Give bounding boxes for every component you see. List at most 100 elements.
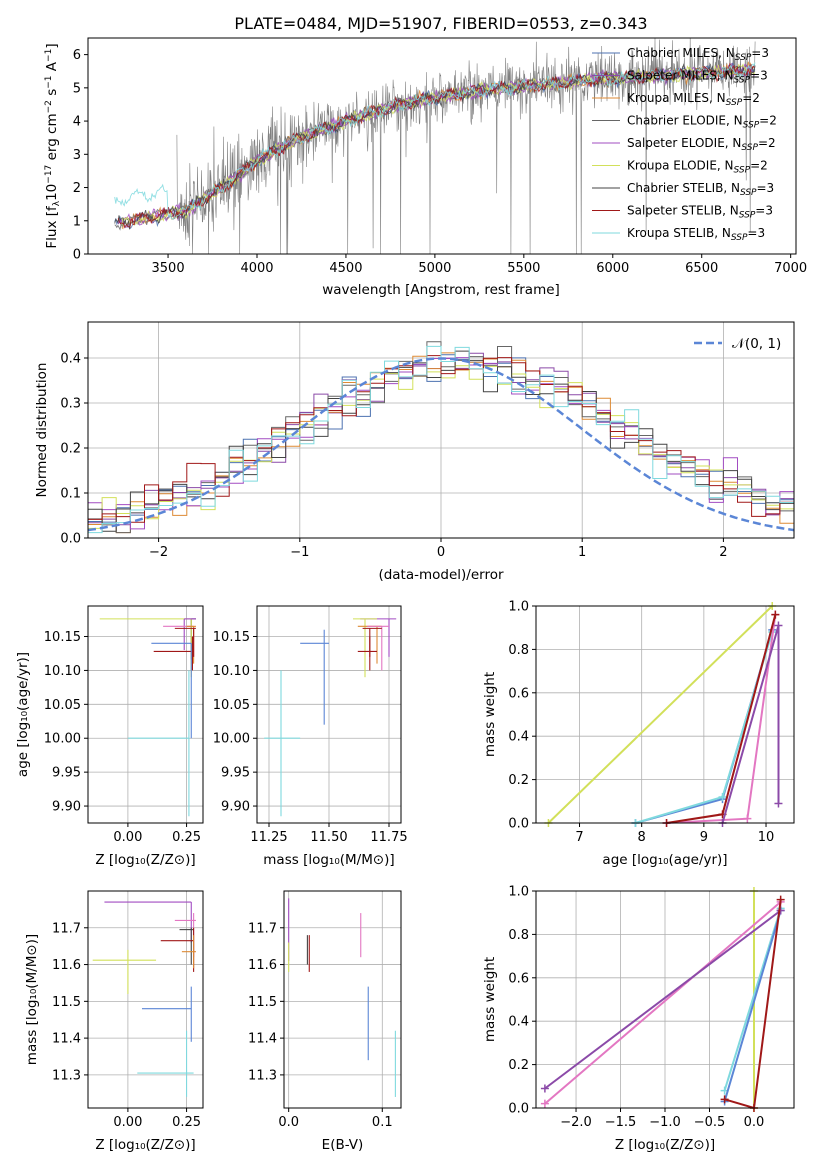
age-vs-Z-panel: 0.00 0.25 9.90 9.95 10.00 10.05 10.10 10.15 Z [l… — [15, 605, 204, 868]
legend-subscript: SSP — [739, 211, 756, 221]
x-tick-label: −1.0 — [649, 1115, 681, 1130]
y-tick-label: 9.95 — [52, 766, 81, 781]
mass-weight-marker — [771, 610, 780, 619]
mass-weight-line — [547, 605, 773, 824]
axes-frame — [87, 605, 204, 824]
legend-text: =3 — [751, 46, 769, 60]
x-tick-label: 2 — [719, 545, 727, 560]
legend-label: Chabrier MILES, NSSP=3 — [627, 46, 769, 63]
mass-weight-marker — [540, 1084, 549, 1093]
y-tick-label: 1.0 — [508, 600, 529, 615]
legend-text: Chabrier MILES, N — [627, 46, 735, 60]
mass-weight-marker — [774, 621, 783, 630]
x-tick-label: 5500 — [507, 261, 540, 276]
y-tick-label: 11.3 — [248, 1068, 277, 1083]
legend-label: 𝒩(0, 1) — [732, 336, 781, 352]
axes-frame — [87, 37, 797, 255]
legend-text: =3 — [755, 204, 773, 218]
x-tick-label: 10 — [758, 830, 775, 845]
y-tick-label: 1.0 — [508, 885, 529, 900]
legend-subscript: SSP — [734, 76, 751, 86]
y-label-part: ] — [44, 43, 60, 48]
y-axis-label: mass weight — [482, 672, 498, 757]
legend-subscript: SSP — [734, 166, 751, 176]
x-tick-label: 6000 — [596, 261, 629, 276]
x-tick-label: 4500 — [329, 261, 362, 276]
x-axis-label: wavelength [Angstrom, rest frame] — [322, 282, 560, 298]
legend-label: Salpeter MILES, NSSP=3 — [627, 69, 768, 86]
legend-label: Kroupa MILES, NSSP=2 — [627, 91, 760, 108]
axes-frame — [87, 321, 795, 539]
legend-label: Salpeter STELIB, NSSP=3 — [627, 204, 773, 221]
legend-subscript: SSP — [740, 188, 757, 198]
y-axis-label: age [log₁₀(age/yr)] — [15, 652, 31, 777]
x-tick-label: −1 — [290, 545, 309, 560]
y-tick-label: 0.2 — [60, 442, 81, 457]
y-tick-label: 10.00 — [213, 732, 250, 747]
axes-frame — [535, 605, 795, 824]
weight-vs-age-panel: 7 8 9 10 0.0 0.2 0.4 0.6 0.8 1.0 age [log₁₀(age/yr… — [482, 600, 795, 868]
legend-text: Kroupa ELODIE, N — [627, 159, 734, 173]
legend-subscript: SSP — [741, 143, 758, 153]
y-tick-label: 11.4 — [248, 1032, 277, 1047]
y-tick-label: 0.2 — [508, 1058, 529, 1073]
x-tick-label: 0.0 — [278, 1115, 299, 1130]
legend-text: =2 — [742, 91, 760, 105]
mass-weight-marker — [743, 814, 752, 823]
y-tick-label: 11.7 — [248, 921, 277, 936]
x-tick-label: 0.1 — [372, 1115, 393, 1130]
x-tick-label: 0.25 — [172, 830, 201, 845]
y-label-part: −2 — [44, 100, 54, 113]
x-axis-label: mass [log₁₀(M/M⊙)] — [263, 852, 394, 868]
mass-weight-line — [544, 901, 782, 1105]
axes-frame — [535, 890, 795, 1109]
y-tick-label: 0.4 — [508, 730, 529, 745]
legend-label: Chabrier ELODIE, NSSP=2 — [627, 114, 777, 131]
x-axis-label: (data-model)/error — [378, 567, 504, 583]
mass-weight-marker — [776, 895, 785, 904]
legend-text: =2 — [750, 159, 768, 173]
x-tick-label: 0.25 — [172, 1115, 201, 1130]
y-tick-label: 10.05 — [44, 698, 81, 713]
y-axis-label: mass [log₁₀(M/M⊙)] — [24, 934, 40, 1065]
legend-text: Salpeter MILES, N — [627, 69, 734, 83]
mass-weight-line — [723, 910, 782, 1102]
panels: 3500 4000 4500 5000 5500 6000 6500 7000 0 1 2 3 4 5 6 C… — [15, 37, 807, 1153]
y-axis-label: mass weight — [482, 957, 498, 1042]
y-tick-label: 9.90 — [52, 800, 81, 815]
y-tick-label: 11.6 — [248, 958, 277, 973]
x-tick-label: 0.00 — [113, 1115, 142, 1130]
x-axis-label: Z [log₁₀(Z/Z⊙)] — [95, 852, 195, 868]
residuals-panel: −2 −1 0 1 2 0.0 0.1 0.2 0.3 0.4 𝒩(0, 1) (data-model… — [34, 321, 795, 583]
legend-label: Kroupa STELIB, NSSP=3 — [627, 226, 765, 243]
x-tick-label: 11.50 — [310, 830, 347, 845]
legend-label: Chabrier STELIB, NSSP=3 — [627, 181, 774, 198]
y-label-part: λ — [52, 200, 62, 206]
legend-text: Chabrier ELODIE, N — [627, 114, 743, 128]
y-axis-label: Flux [fλ10−17 erg cm−2 s−1 A−1] — [44, 43, 62, 248]
legend-text: Salpeter STELIB, N — [627, 204, 739, 218]
y-tick-label: 3 — [73, 148, 81, 163]
mass-weight-marker — [720, 1095, 729, 1104]
mass-vs-EBV-panel: 0.0 0.1 11.3 11.4 11.5 11.6 11.7 E(B-V) — [248, 890, 402, 1153]
x-tick-label: 5000 — [418, 261, 451, 276]
y-tick-label: 11.6 — [52, 958, 81, 973]
y-tick-label: 0.4 — [508, 1015, 529, 1030]
x-axis-label: Z [log₁₀(Z/Z⊙)] — [615, 1137, 715, 1153]
legend-subscript: SSP — [731, 233, 748, 243]
y-tick-label: 10.15 — [44, 630, 81, 645]
legend-text: Chabrier STELIB, N — [627, 181, 740, 195]
y-label-part: Flux [f — [44, 205, 60, 249]
x-tick-label: 8 — [638, 830, 646, 845]
y-tick-label: 11.7 — [52, 921, 81, 936]
y-tick-label: 10.15 — [213, 630, 250, 645]
x-tick-label: −1.5 — [605, 1115, 637, 1130]
legend-subscript: SSP — [735, 53, 752, 63]
mass-weight-marker — [774, 799, 783, 808]
axes-frame — [87, 890, 204, 1109]
y-tick-label: 4 — [73, 115, 81, 130]
x-tick-label: 7 — [575, 830, 583, 845]
x-tick-label: −2 — [149, 545, 168, 560]
y-tick-label: 2 — [73, 181, 81, 196]
legend-subscript: SSP — [726, 98, 743, 108]
